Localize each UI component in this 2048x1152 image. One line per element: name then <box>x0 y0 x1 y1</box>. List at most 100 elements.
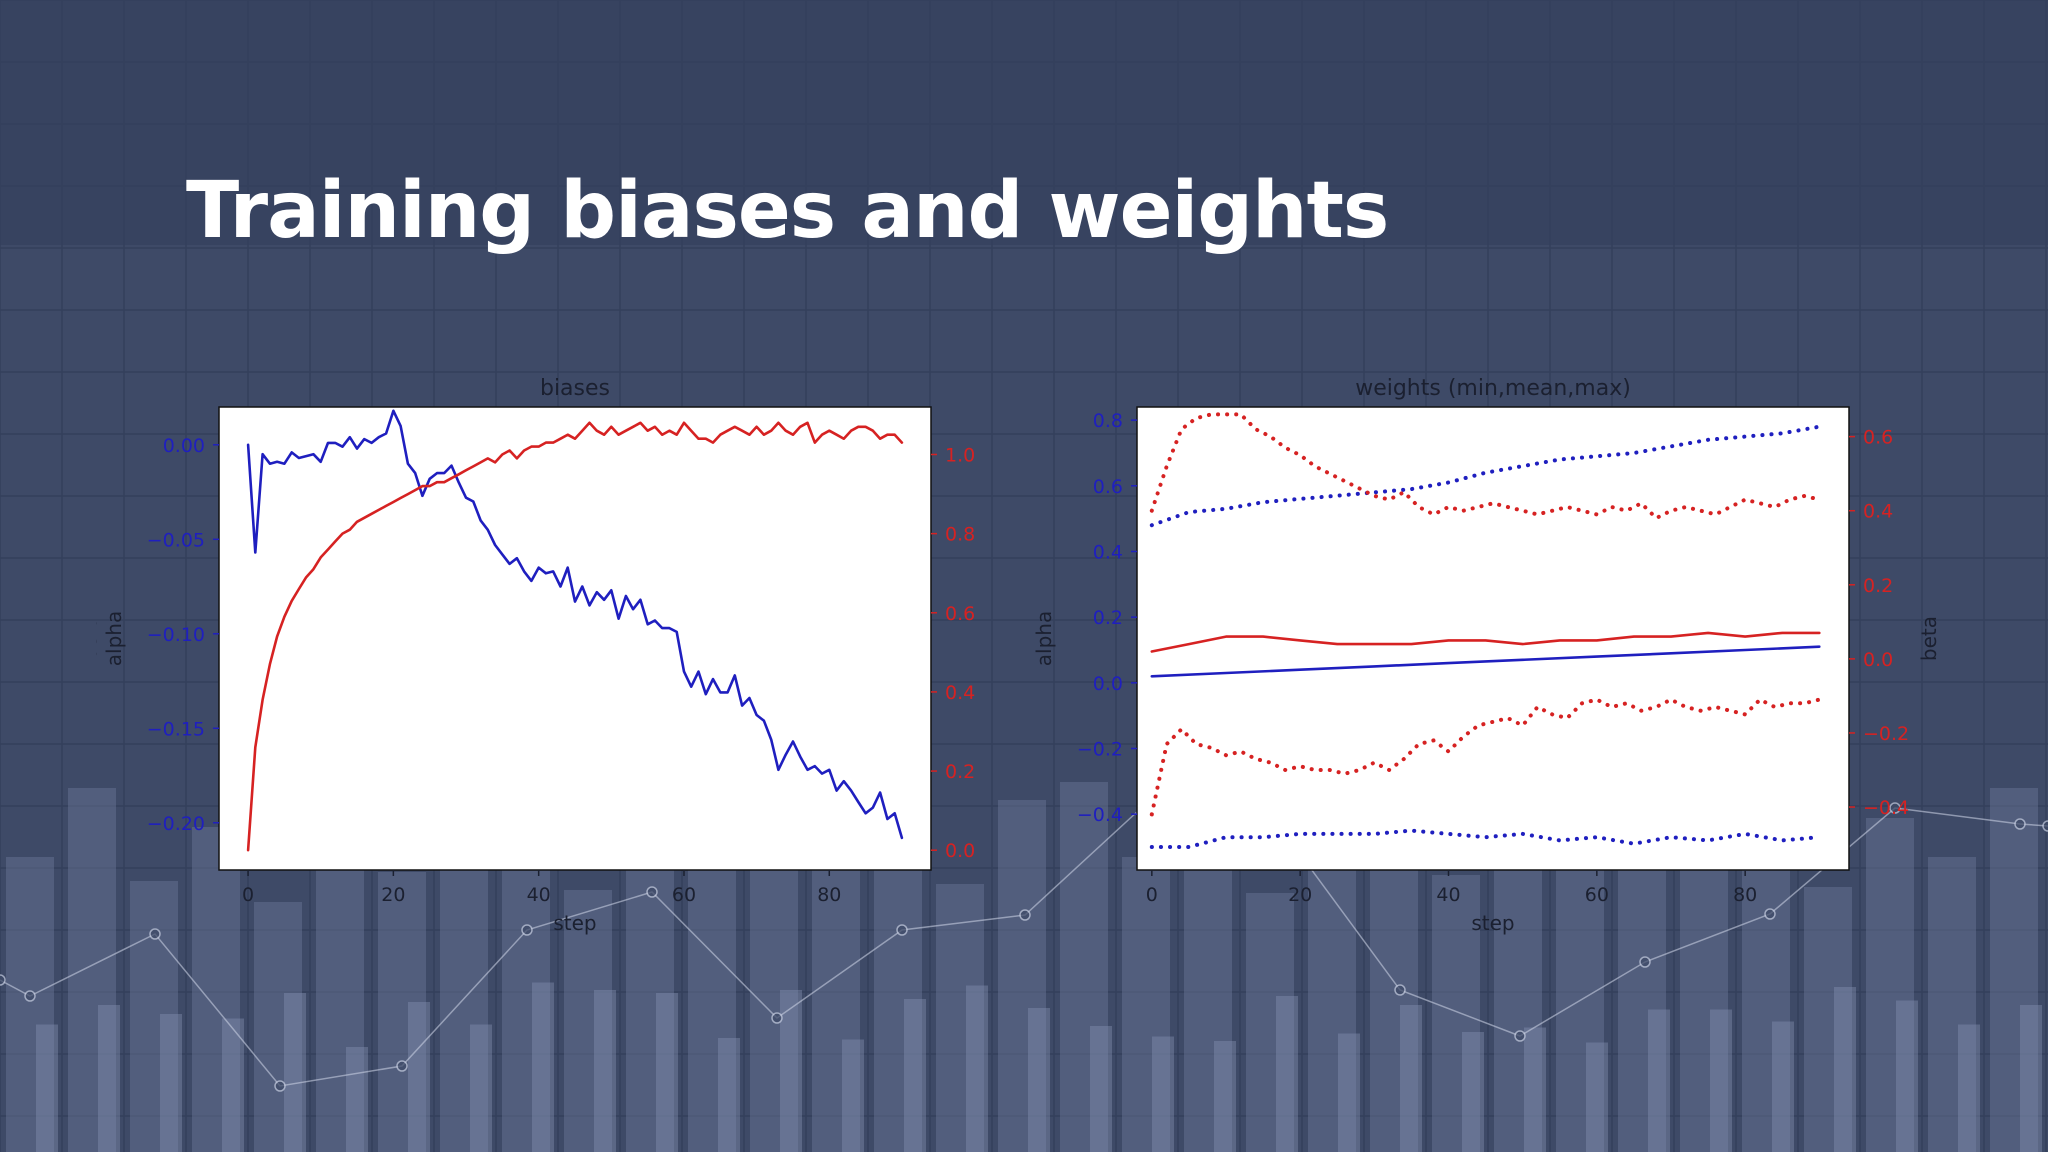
biases-x-tick-label: 80 <box>817 884 841 906</box>
weights-x-tick-label: 20 <box>1288 884 1312 906</box>
weights-left-axis-label: alpha <box>1032 611 1056 666</box>
bg-bar <box>936 884 984 1152</box>
weights-series-2-line <box>1149 828 1822 849</box>
biases-right-axis-label: beta <box>96 616 101 661</box>
bg-bar <box>1338 1033 1360 1152</box>
bg-bar <box>904 999 926 1152</box>
bg-polyline-point <box>1019 909 1031 921</box>
bg-bar <box>1896 1000 1918 1152</box>
weights-left-tick-label: 0.6 <box>1093 476 1123 498</box>
biases-x-tick-label: 60 <box>672 884 696 906</box>
biases-right-tick-label: 0.8 <box>945 524 975 546</box>
biases-title: biases <box>540 376 610 401</box>
bg-bar <box>1060 782 1108 1152</box>
weights-right-axis-label: beta <box>1917 616 1941 661</box>
bg-bar <box>966 985 988 1152</box>
weights-right-tick-label: 0.6 <box>1863 427 1893 449</box>
bg-bar <box>564 890 612 1152</box>
biases-series-0-line <box>246 409 904 840</box>
weights-series-4-line <box>1150 631 1821 653</box>
weights-series-0-line <box>1149 424 1822 528</box>
biases-left-tick-label: −0.15 <box>147 718 205 740</box>
biases-right-tick-label: 0.0 <box>945 840 975 862</box>
bg-bar <box>1586 1042 1608 1152</box>
bg-bar <box>1804 887 1852 1152</box>
weights-x-tick-label: 40 <box>1436 884 1460 906</box>
bg-bar <box>1090 1026 1112 1152</box>
weights-series-1-line <box>1150 645 1821 678</box>
bg-bar <box>1184 824 1232 1152</box>
bg-bar <box>1990 788 2038 1152</box>
bg-polyline-point <box>521 924 533 936</box>
bg-polyline-point <box>2014 818 2026 830</box>
bg-bar <box>1648 1009 1670 1152</box>
bg-bar <box>1710 1009 1732 1152</box>
bg-bar <box>1308 845 1356 1152</box>
weights-right-tick-label: 0.4 <box>1863 501 1893 523</box>
bg-bar <box>160 1014 182 1152</box>
bg-bar <box>1524 1027 1546 1152</box>
bg-bar <box>6 857 54 1152</box>
biases-x-tick-label: 40 <box>527 884 551 906</box>
weights-plot-area <box>1136 406 1850 871</box>
bg-polyline-point <box>274 1080 286 1092</box>
weights-x-tick-label: 60 <box>1585 884 1609 906</box>
bg-bar <box>1928 857 1976 1152</box>
weights-left-tick-label: 0.8 <box>1093 410 1123 432</box>
bg-bar <box>1028 1008 1050 1152</box>
weights-right-tick-label: −0.4 <box>1863 797 1909 819</box>
slide-title: Training biases and weights <box>186 166 1389 256</box>
bg-bar <box>1618 860 1666 1152</box>
biases-right-tick-label: 0.4 <box>945 682 975 704</box>
bg-polyline-point <box>1394 984 1406 996</box>
bg-bar <box>1400 1005 1422 1152</box>
bg-bar <box>1866 818 1914 1152</box>
bg-polyline-point <box>2042 820 2048 832</box>
bg-polyline-point <box>0 974 6 986</box>
bg-bar <box>36 1024 58 1152</box>
bg-bar <box>1122 857 1170 1152</box>
bg-polyline-point <box>646 886 658 898</box>
biases-right-tick-label: 0.2 <box>945 761 975 783</box>
bg-bar <box>408 1002 430 1152</box>
weights-left-tick-label: −0.2 <box>1077 739 1123 761</box>
bg-bar <box>812 863 860 1152</box>
bg-bar <box>470 1024 492 1152</box>
weights-x-tick-label: 0 <box>1146 884 1158 906</box>
bg-bar <box>254 902 302 1152</box>
bg-bar <box>2020 1005 2042 1152</box>
bg-bar <box>284 993 306 1152</box>
bg-polyline-point <box>149 928 161 940</box>
biases-right-tick-label: 1.0 <box>945 444 975 466</box>
weights-right-tick-label: 0.0 <box>1863 649 1893 671</box>
bg-bar <box>626 851 674 1152</box>
bg-bar <box>68 788 116 1152</box>
biases-right-tick-label: 0.6 <box>945 603 975 625</box>
biases-x-tick-label: 20 <box>381 884 405 906</box>
bg-bar <box>1432 875 1480 1152</box>
biases-left-tick-label: −0.20 <box>147 813 205 835</box>
weights-left-tick-label: −0.4 <box>1077 804 1123 826</box>
bg-bar <box>222 1018 244 1152</box>
weights-x-tick-label: 80 <box>1733 884 1757 906</box>
bg-bar <box>378 872 426 1152</box>
bg-polyline-point <box>1889 802 1901 814</box>
bg-polyline-point <box>24 990 36 1002</box>
weights-left-tick-label: 0.2 <box>1093 607 1123 629</box>
bg-bar <box>1462 1032 1484 1152</box>
biases-left-tick-label: −0.05 <box>147 529 205 551</box>
bg-polyline-point <box>1514 1030 1526 1042</box>
bg-bar <box>656 993 678 1152</box>
bg-bar <box>594 990 616 1152</box>
weights-left-tick-label: 0.4 <box>1093 541 1123 563</box>
bg-bar <box>1246 893 1294 1152</box>
bg-bar <box>1152 1036 1174 1152</box>
bg-bar <box>1958 1024 1980 1152</box>
bg-bar <box>1834 987 1856 1152</box>
weights-right-tick-label: −0.2 <box>1863 723 1909 745</box>
bg-bar <box>98 1005 120 1152</box>
biases-plot-area <box>218 406 932 871</box>
biases-left-tick-label: −0.10 <box>147 624 205 646</box>
weights-chart: weights (min,mean,max) 0 20 40 60 80 step 0.8 0.… <box>1032 376 1941 935</box>
bg-polyline-point <box>396 1060 408 1072</box>
